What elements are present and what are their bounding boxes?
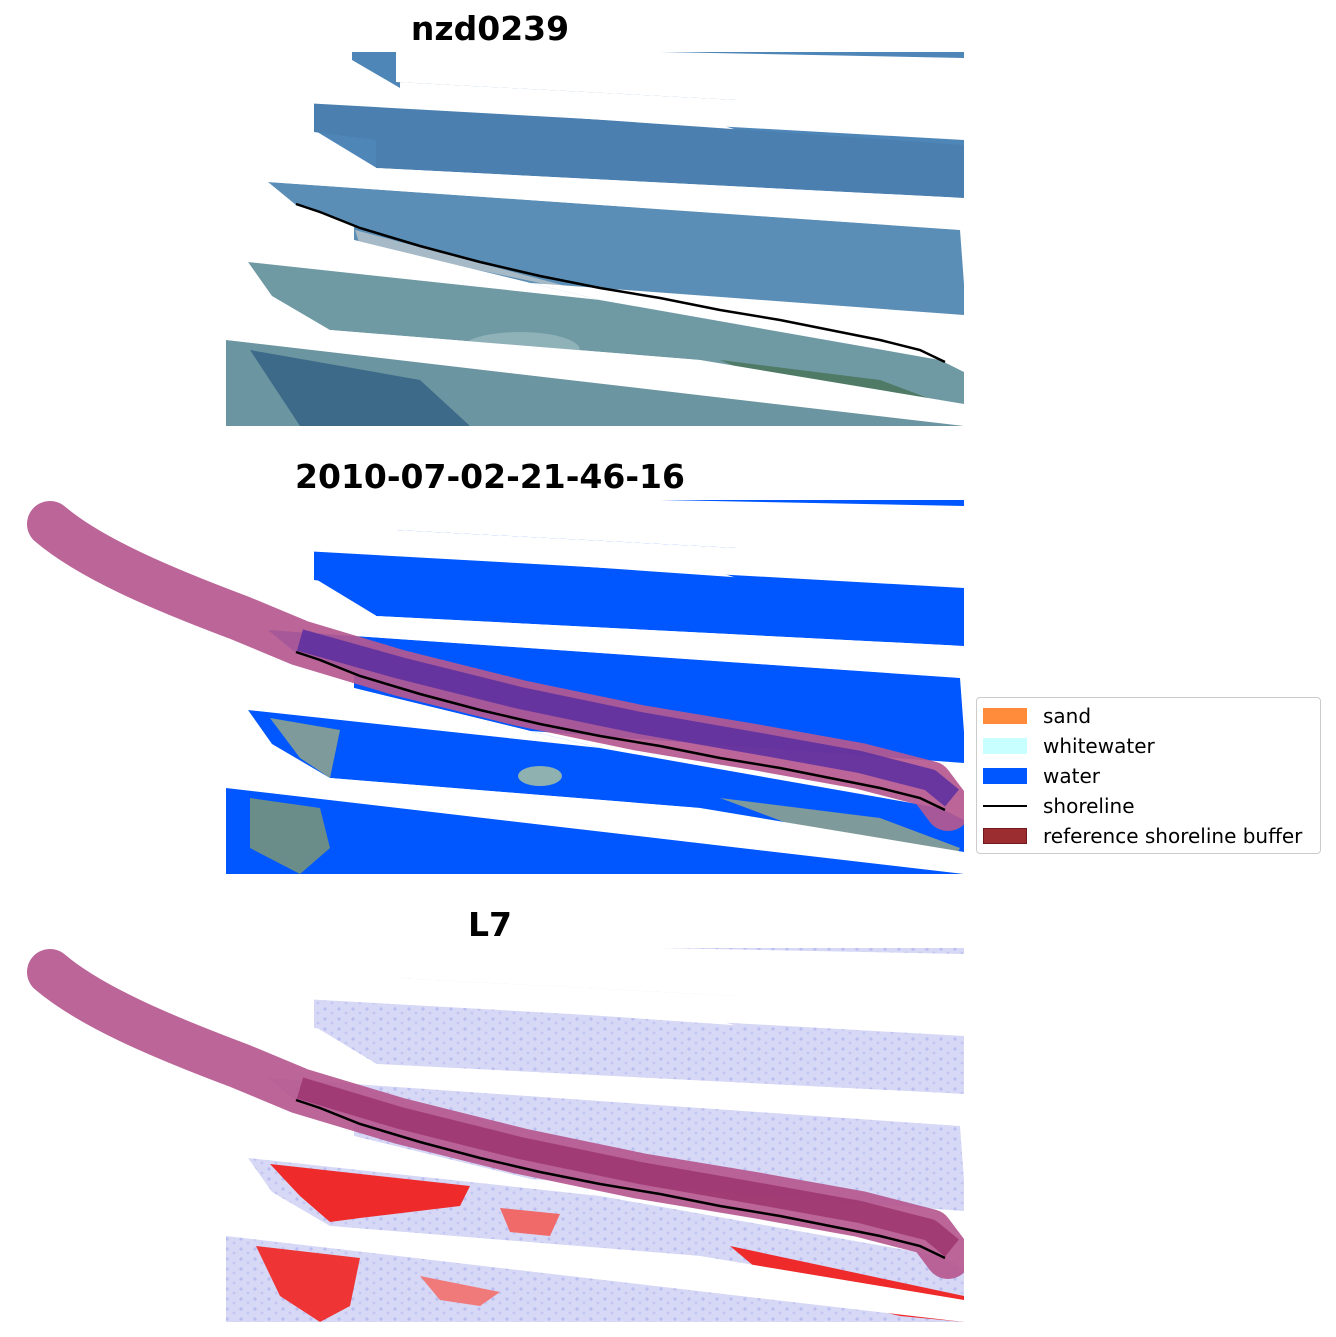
legend: sand whitewater water shoreline referenc…: [976, 697, 1321, 854]
reference-shoreline-buffer-over-water: [297, 629, 959, 807]
index-panel-title: L7: [468, 905, 512, 944]
legend-label-whitewater: whitewater: [1043, 734, 1155, 758]
rgb-panel-title: nzd0239: [410, 9, 570, 48]
legend-item-reference-buffer: reference shoreline buffer: [983, 824, 1302, 848]
classified-panel-title: 2010-07-02-21-46-16: [295, 457, 685, 496]
classified-image-panel: [0, 500, 964, 874]
shoreline: [295, 650, 946, 812]
sand-swatch: [983, 708, 1027, 724]
shoreline: [295, 202, 946, 364]
legend-item-whitewater: whitewater: [983, 734, 1155, 758]
index-image-panel: [0, 948, 964, 1322]
shoreline: [295, 1098, 946, 1260]
legend-label-water: water: [1043, 764, 1100, 788]
image-gaps: [0, 52, 964, 426]
reference-buffer-swatch: [983, 828, 1027, 844]
rgb-image-panel: [0, 52, 964, 426]
legend-label-sand: sand: [1043, 704, 1092, 728]
whitewater-swatch: [983, 738, 1027, 754]
legend-item-shoreline: shoreline: [983, 794, 1135, 818]
reference-shoreline-buffer-inner: [296, 1077, 959, 1257]
legend-item-sand: sand: [983, 704, 1091, 728]
legend-item-water: water: [983, 764, 1100, 788]
shoreline-swatch: [983, 805, 1027, 807]
legend-label-reference-buffer: reference shoreline buffer: [1043, 824, 1303, 848]
water-swatch: [983, 768, 1027, 784]
legend-label-shoreline: shoreline: [1043, 794, 1135, 818]
